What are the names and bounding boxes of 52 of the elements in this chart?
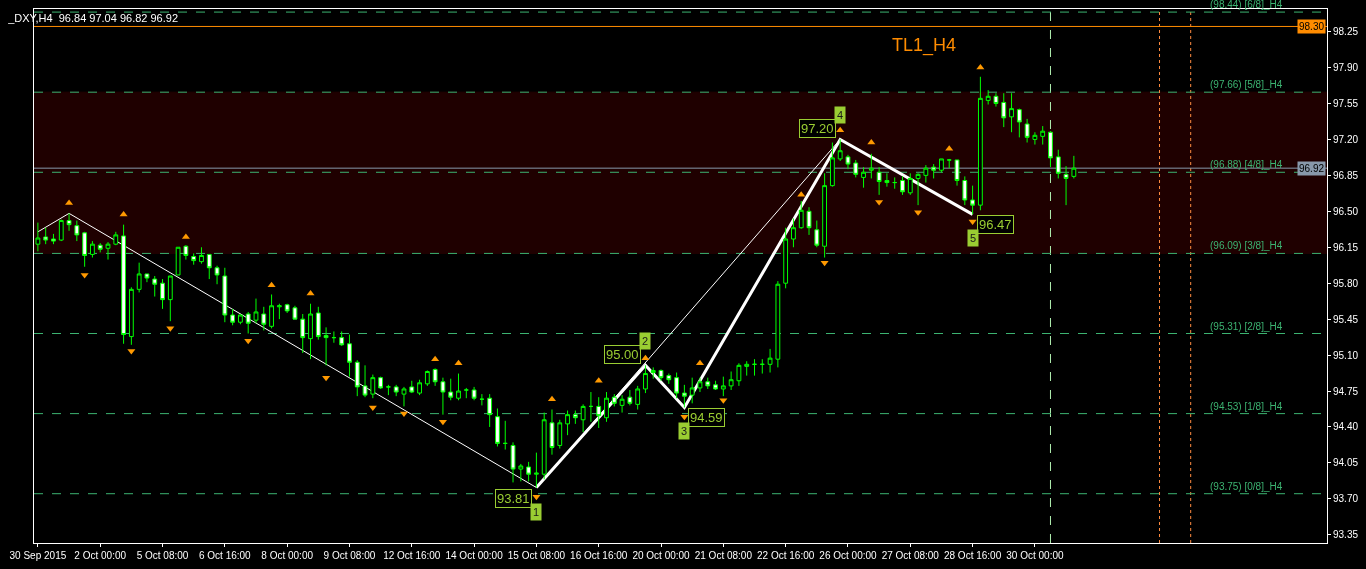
ref-line-label: 96.92	[1299, 163, 1325, 174]
ref-line-label: 98.30	[1299, 21, 1325, 32]
annotation: 4	[837, 109, 844, 121]
y-tick-label: 94.05	[1333, 457, 1359, 469]
y-tick-label: 96.85	[1333, 169, 1359, 181]
x-tick-label: 26 Oct 00:00	[819, 550, 878, 561]
data-label: 95.00	[606, 347, 639, 362]
annotation: TL1_H4	[892, 35, 957, 56]
x-tick-label: 5 Oct 08:00	[136, 550, 189, 561]
annotation: 3	[681, 425, 688, 437]
y-tick-label: 95.45	[1333, 313, 1359, 325]
x-tick-label: 8 Oct 00:00	[261, 550, 314, 561]
data-label: 93.81	[497, 491, 530, 506]
y-tick-label: 94.40	[1333, 421, 1359, 433]
y-tick-label: 93.35	[1333, 529, 1359, 541]
ref-line-label: (96.09) [3/8]_H4	[1210, 240, 1283, 251]
ref-line-label: (94.53) [1/8]_H4	[1210, 401, 1283, 412]
x-tick-label: 20 Oct 00:00	[632, 550, 691, 561]
annotation: 2	[642, 335, 649, 347]
annotation: 5	[970, 232, 977, 244]
y-tick-label: 94.75	[1333, 385, 1359, 397]
x-tick-label: 27 Oct 08:00	[881, 550, 940, 561]
x-tick-label: 21 Oct 08:00	[694, 550, 753, 561]
annotation: 1	[533, 506, 540, 518]
ref-line-label: (95.31) [2/8]_H4	[1210, 321, 1283, 332]
data-label: 96.47	[979, 217, 1012, 232]
x-tick-label: 12 Oct 16:00	[383, 550, 441, 561]
y-tick-label: 97.55	[1333, 97, 1359, 109]
data-label: 97.20	[801, 121, 834, 136]
x-tick-label: 2 Oct 00:00	[74, 550, 127, 561]
y-tick-label: 96.15	[1333, 241, 1359, 253]
x-tick-label: 30 Oct 00:00	[1006, 550, 1064, 561]
data-label: 94.59	[690, 410, 723, 425]
x-tick-label: 15 Oct 08:00	[507, 550, 566, 561]
y-tick-label: 96.50	[1333, 205, 1359, 217]
x-tick-label: 22 Oct 16:00	[757, 550, 815, 561]
x-tick-label: 30 Sep 2015	[9, 550, 67, 561]
x-tick-label: 9 Oct 08:00	[323, 550, 376, 561]
ref-line-label: (96.88) [4/8]_H4	[1210, 159, 1283, 170]
y-tick-label: 95.80	[1333, 277, 1359, 289]
x-tick-label: 6 Oct 16:00	[198, 550, 252, 561]
ref-line-label: (97.66) [5/8]_H4	[1210, 79, 1283, 90]
y-tick-label: 97.20	[1333, 133, 1359, 145]
y-tick-label: 98.25	[1333, 26, 1359, 38]
x-tick-label: 14 Oct 00:00	[445, 550, 504, 561]
y-tick-label: 97.90	[1333, 62, 1359, 74]
y-tick-label: 93.70	[1333, 493, 1359, 505]
ref-line-label: (93.75) [0/8]_H4	[1210, 481, 1283, 492]
x-tick-label: 16 Oct 16:00	[570, 550, 628, 561]
y-tick-label: 95.10	[1333, 349, 1359, 361]
x-tick-label: 28 Oct 16:00	[943, 550, 1002, 561]
ref-line-label: (98.44) [6/8]_H4	[1210, 0, 1283, 10]
